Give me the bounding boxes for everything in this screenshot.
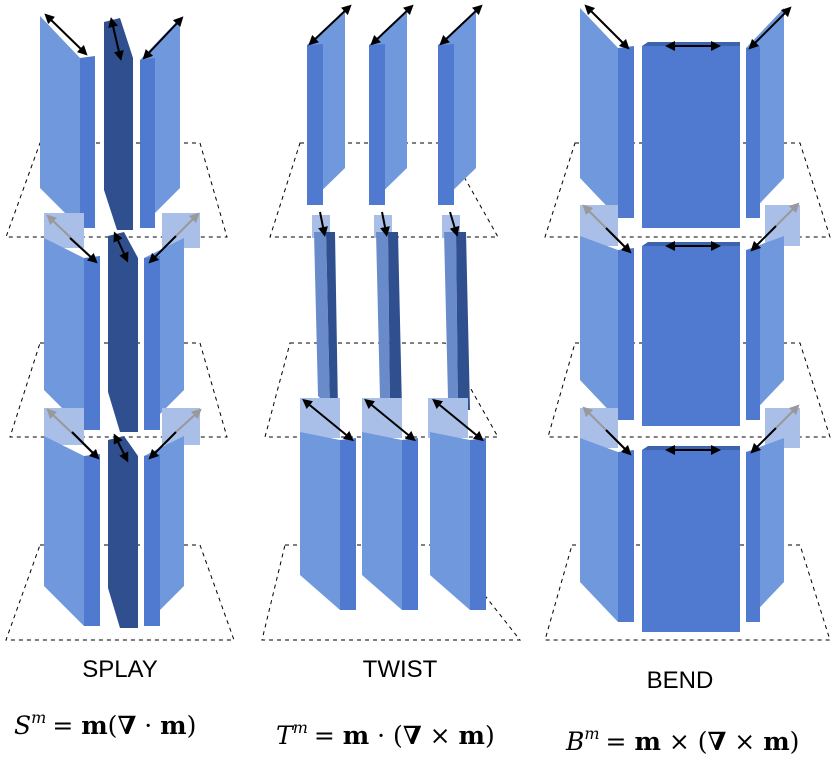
twist-panel — [261, 4, 522, 641]
twist-label: TWIST — [363, 656, 438, 683]
splay-layer-middle — [44, 212, 200, 432]
splay-layer-bottom — [44, 408, 202, 628]
twist-layer-middle — [312, 211, 470, 410]
bend-panel — [544, 4, 831, 641]
bend-layer-middle — [580, 202, 800, 426]
bend-plane-middle — [547, 342, 831, 438]
splay-label: SPLAY — [82, 656, 158, 683]
bend-layer-top — [580, 4, 792, 228]
bend-formula: Bm = m × (∇ × m) — [565, 724, 799, 756]
twist-layer-top — [307, 4, 483, 205]
bend-label: BEND — [647, 667, 714, 694]
bend-plane-top — [544, 142, 831, 238]
splay-panel — [5, 13, 235, 641]
bend-layer-bottom — [580, 404, 800, 632]
twist-formula: Tm = m · (∇ × m) — [276, 718, 495, 750]
twist-plane-middle — [264, 342, 499, 438]
splay-layer-top — [40, 13, 184, 230]
twist-layer-bottom — [300, 398, 486, 610]
splay-formula: Sm = m(∇ · m) — [14, 708, 196, 740]
